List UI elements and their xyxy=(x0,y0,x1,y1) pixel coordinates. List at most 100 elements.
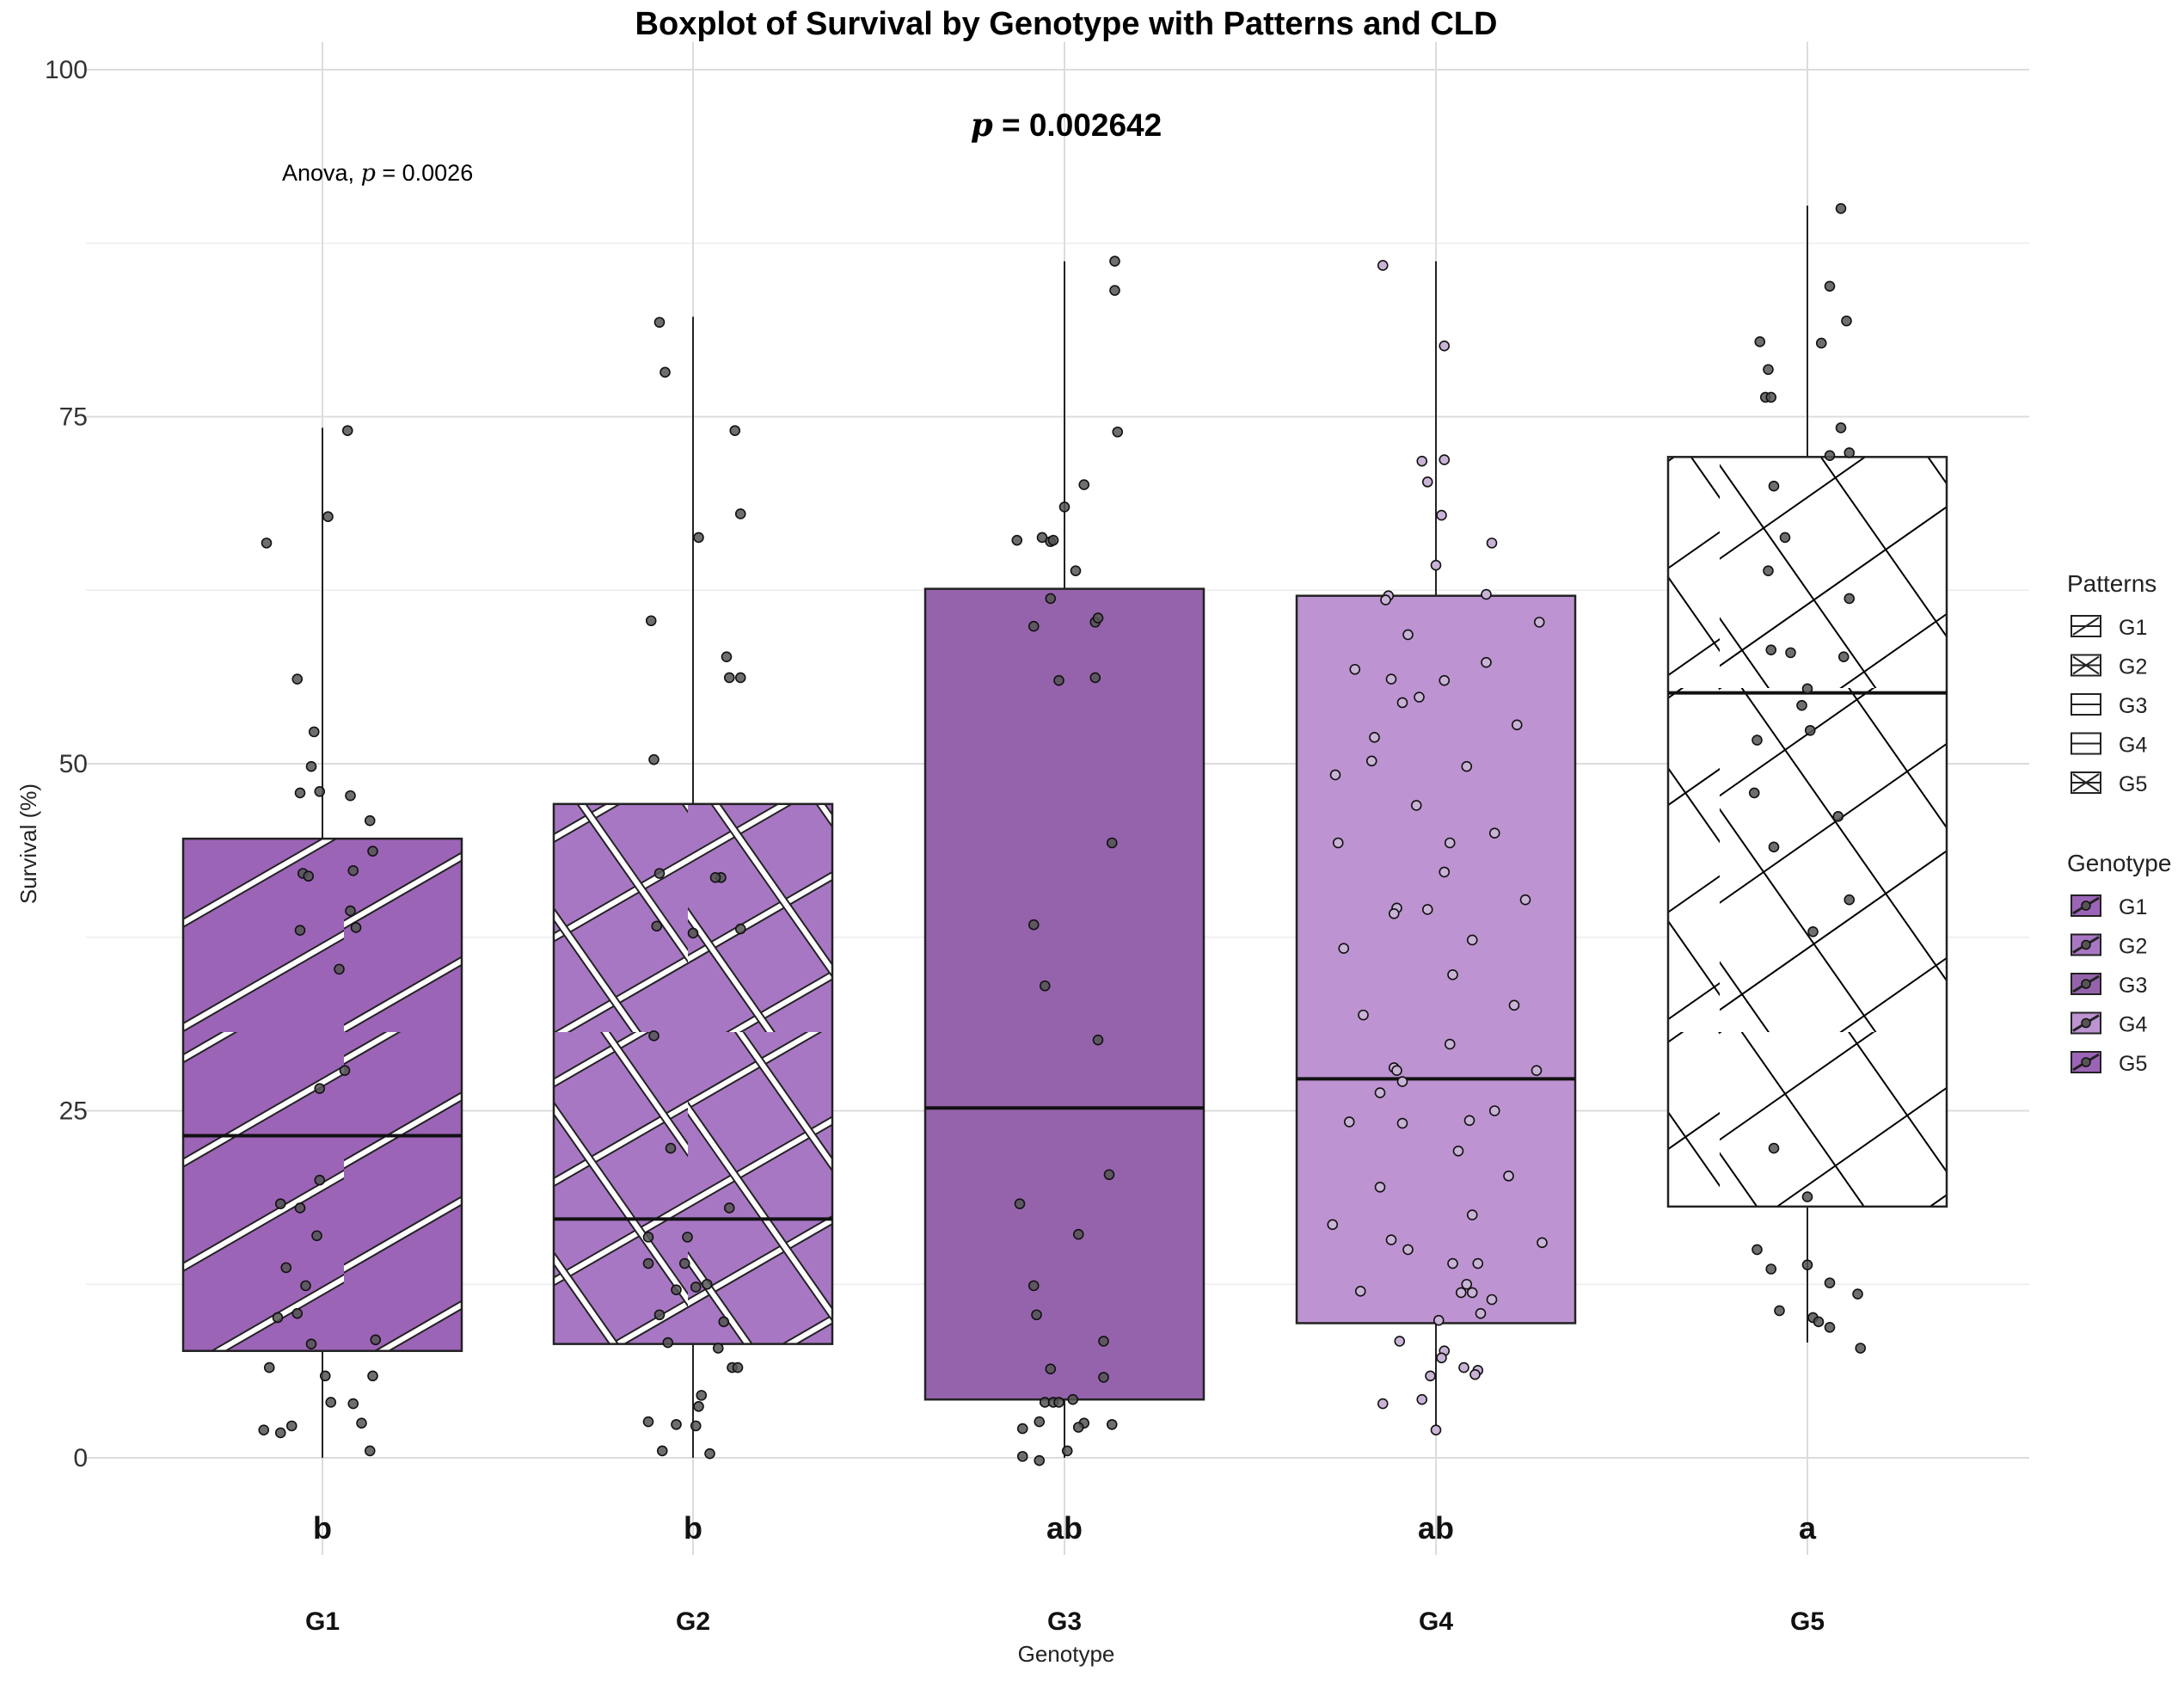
box-body-G1 xyxy=(181,837,463,1352)
point-G3-2 xyxy=(1112,426,1124,438)
point-G1-7 xyxy=(314,785,326,797)
point-G5-17 xyxy=(1837,651,1850,663)
cld-letter-G4: ab xyxy=(1418,1510,1454,1546)
point-G5-36 xyxy=(1813,1316,1825,1328)
point-G4-13 xyxy=(1481,656,1492,668)
point-G4-61 xyxy=(1466,1287,1478,1299)
point-G4-53 xyxy=(1385,1234,1397,1245)
point-G1-4 xyxy=(308,726,320,738)
point-G4-5 xyxy=(1436,509,1447,521)
point-G4-38 xyxy=(1444,1038,1456,1050)
point-G4-34 xyxy=(1338,943,1350,954)
legend-patterns-title: Patterns xyxy=(2067,570,2156,597)
point-G2-34 xyxy=(642,1416,654,1428)
point-G1-32 xyxy=(263,1361,275,1374)
point-G3-10 xyxy=(1045,593,1057,605)
legend-key-hatch-G1 xyxy=(2072,617,2100,636)
point-G2-3 xyxy=(734,508,746,519)
point-G1-6 xyxy=(294,787,306,799)
legend-genotype-item-G1: G1 xyxy=(2071,894,2147,919)
legend-genotype-label-G1: G1 xyxy=(2119,895,2147,919)
point-G4-55 xyxy=(1402,1244,1414,1256)
point-G2-35 xyxy=(671,1418,682,1430)
point-G1-0 xyxy=(261,538,273,549)
point-G4-63 xyxy=(1475,1307,1487,1319)
point-G2-22 xyxy=(678,1257,690,1269)
point-G3-23 xyxy=(1028,1280,1040,1292)
point-G2-33 xyxy=(693,1400,704,1412)
legend-key-hatch2-G5 xyxy=(2072,773,2100,792)
point-G1-20 xyxy=(314,1174,326,1186)
point-G3-35 xyxy=(1016,1423,1028,1435)
point-G5-38 xyxy=(1855,1343,1867,1354)
point-G3-38 xyxy=(1016,1451,1028,1462)
y-tick-label-50: 50 xyxy=(59,750,88,778)
x-tick-label-G5: G5 xyxy=(1790,1607,1825,1636)
point-G4-54 xyxy=(1537,1237,1548,1249)
point-G3-37 xyxy=(1061,1445,1073,1457)
legend-genotype-label-G4: G4 xyxy=(2119,1013,2147,1037)
point-G5-5 xyxy=(1763,364,1774,375)
point-G5-13 xyxy=(1763,565,1774,576)
legend-patterns-label-G1: G1 xyxy=(2119,616,2147,640)
point-G5-27 xyxy=(1768,1142,1780,1154)
point-G2-24 xyxy=(671,1284,682,1296)
anova-prefix: Anova, xyxy=(282,160,361,186)
legend-swatch-point-G5 xyxy=(2081,1057,2091,1067)
point-G1-24 xyxy=(280,1262,292,1274)
point-G2-5 xyxy=(645,615,657,627)
p-value-annotation: p = 0.002642 xyxy=(971,106,1162,144)
point-G3-11 xyxy=(1028,620,1040,632)
point-G1-16 xyxy=(294,925,306,936)
point-G4-73 xyxy=(1377,1398,1389,1410)
point-G3-1 xyxy=(1109,285,1120,296)
point-G3-8 xyxy=(1047,534,1059,546)
legend-patterns-label-G3: G3 xyxy=(2119,694,2147,718)
point-G4-7 xyxy=(1430,559,1442,571)
point-G5-12 xyxy=(1779,532,1791,544)
point-G2-20 xyxy=(682,1232,693,1243)
x-axis-title: Genotype xyxy=(1018,1641,1115,1667)
point-G3-39 xyxy=(1034,1454,1046,1466)
point-G1-36 xyxy=(285,1420,298,1432)
point-G3-19 xyxy=(1092,1034,1104,1046)
point-G5-32 xyxy=(1824,1277,1836,1288)
y-tick-label-100: 100 xyxy=(45,56,88,84)
point-G4-43 xyxy=(1374,1087,1386,1098)
point-G4-23 xyxy=(1329,769,1341,781)
point-G2-25 xyxy=(690,1281,702,1293)
legend-swatch-point-G1 xyxy=(2081,900,2091,911)
point-G1-13 xyxy=(303,870,315,882)
point-G3-6 xyxy=(1036,532,1048,544)
point-G3-18 xyxy=(1039,980,1051,992)
point-G5-7 xyxy=(1765,391,1777,403)
y-axis-title: Survival (%) xyxy=(15,784,41,904)
cld-letter-G3: ab xyxy=(1046,1510,1083,1546)
point-G2-36 xyxy=(690,1420,702,1432)
point-G4-10 xyxy=(1481,588,1492,600)
point-G5-1 xyxy=(1824,280,1836,292)
point-G3-5 xyxy=(1011,534,1023,546)
point-G1-18 xyxy=(339,1065,351,1076)
point-G4-15 xyxy=(1385,673,1397,685)
point-G1-29 xyxy=(305,1338,317,1349)
point-G5-10 xyxy=(1824,450,1836,461)
point-G5-16 xyxy=(1785,647,1796,659)
y-axis: 0 25 50 75 100 xyxy=(45,56,88,1472)
point-G1-27 xyxy=(272,1312,284,1324)
point-G4-45 xyxy=(1463,1115,1475,1127)
point-G4-11 xyxy=(1533,617,1545,628)
point-G5-33 xyxy=(1852,1288,1863,1300)
point-G5-25 xyxy=(1844,894,1856,906)
cld-letters: b b ab ab a xyxy=(313,1510,1817,1546)
point-G4-52 xyxy=(1466,1209,1478,1220)
point-G2-13 xyxy=(734,923,746,935)
point-G3-31 xyxy=(1067,1393,1079,1405)
point-G4-19 xyxy=(1369,732,1380,743)
point-G4-36 xyxy=(1508,999,1520,1011)
point-G5-31 xyxy=(1801,1259,1813,1270)
legend-genotype-label-G5: G5 xyxy=(2119,1052,2147,1076)
point-G4-71 xyxy=(1425,1370,1436,1382)
point-G5-15 xyxy=(1765,644,1777,655)
